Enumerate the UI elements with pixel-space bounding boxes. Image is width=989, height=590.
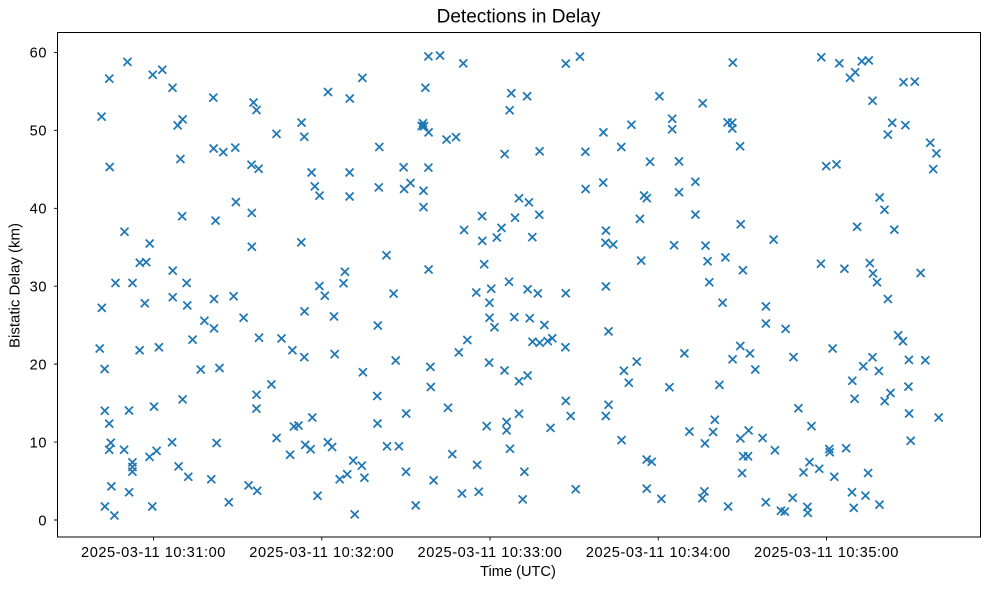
svg-text:Bistatic Delay (km): Bistatic Delay (km) xyxy=(6,223,23,348)
svg-text:0: 0 xyxy=(38,513,47,529)
svg-text:50: 50 xyxy=(30,124,47,140)
svg-text:40: 40 xyxy=(30,202,47,218)
svg-text:Time (UTC): Time (UTC) xyxy=(480,564,556,580)
svg-text:30: 30 xyxy=(30,280,47,296)
svg-text:20: 20 xyxy=(30,357,47,373)
svg-text:2025-03-11 10:31:00: 2025-03-11 10:31:00 xyxy=(81,545,226,561)
svg-text:2025-03-11 10:34:00: 2025-03-11 10:34:00 xyxy=(586,545,731,561)
svg-text:10: 10 xyxy=(30,435,47,451)
svg-text:60: 60 xyxy=(30,46,47,62)
svg-text:Detections in Delay: Detections in Delay xyxy=(437,6,601,27)
svg-text:2025-03-11 10:32:00: 2025-03-11 10:32:00 xyxy=(249,545,394,561)
svg-text:2025-03-11 10:35:00: 2025-03-11 10:35:00 xyxy=(754,545,899,561)
svg-text:2025-03-11 10:33:00: 2025-03-11 10:33:00 xyxy=(418,545,563,561)
